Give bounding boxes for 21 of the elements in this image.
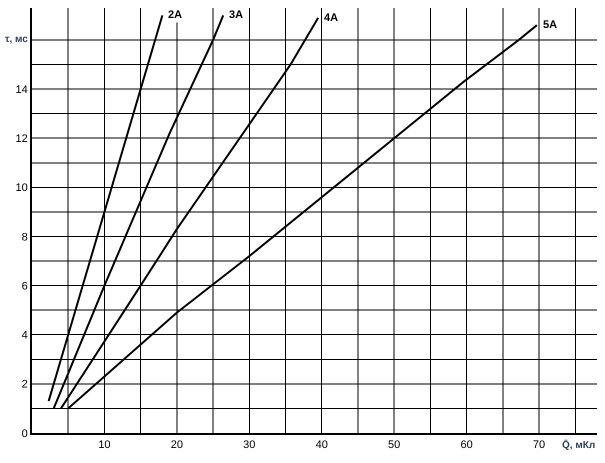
- x-tick-label: 10: [98, 439, 111, 452]
- series-label: 5А: [543, 19, 558, 31]
- y-tick-label: 14: [16, 84, 28, 96]
- x-tick-label: 30: [243, 439, 256, 452]
- y-tick-label: 10: [16, 182, 28, 194]
- y-axis-title: τ, мс: [5, 34, 28, 45]
- x-tick-label: 70: [532, 439, 546, 452]
- x-tick-label: 40: [316, 439, 328, 452]
- y-tick-label: 12: [16, 133, 28, 146]
- x-axis-title: Q̄, мКл: [562, 439, 596, 452]
- y-tick-label: 2: [22, 378, 28, 391]
- y-tick-label: 0: [22, 428, 28, 440]
- y-tick-label: 6: [22, 280, 28, 292]
- y-tick-label: 8: [22, 231, 28, 244]
- series-label: 2А: [168, 9, 182, 21]
- x-tick-label: 20: [170, 439, 183, 452]
- x-tick-label: 50: [388, 439, 400, 452]
- series-label: 4А: [324, 12, 338, 24]
- y-tick-label: 4: [22, 330, 28, 342]
- x-tick-label: 60: [460, 439, 473, 452]
- series-label: 3А: [229, 9, 244, 21]
